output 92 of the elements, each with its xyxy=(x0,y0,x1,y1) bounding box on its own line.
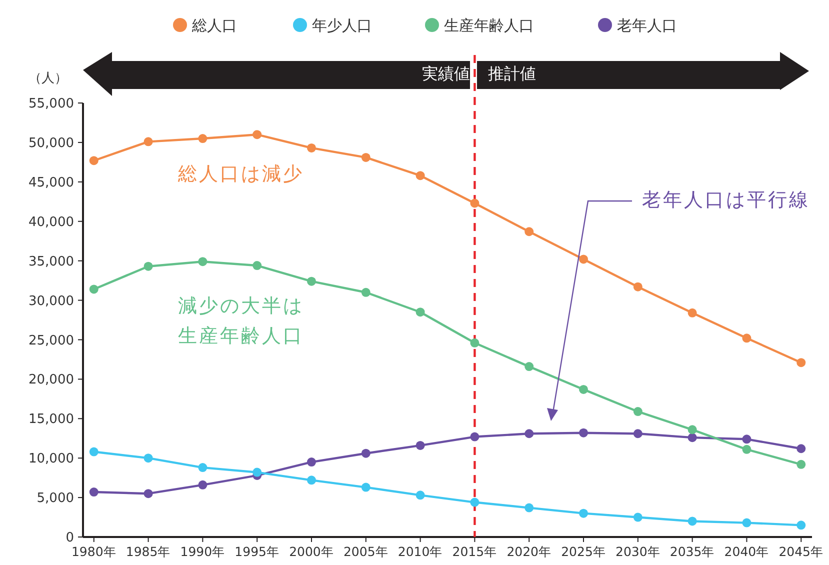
point xyxy=(416,440,425,450)
y-tick-label: 25,000 xyxy=(28,333,74,348)
point xyxy=(579,508,588,518)
point xyxy=(144,454,153,463)
point xyxy=(416,490,425,500)
point xyxy=(633,429,642,438)
annotation: 老年人口は平行線 xyxy=(642,189,810,211)
x-tick-label: 2035年 xyxy=(670,544,715,559)
point xyxy=(633,407,642,416)
point xyxy=(198,134,208,144)
y-tick-label: 50,000 xyxy=(28,136,74,152)
x-tick-label: 1990年 xyxy=(180,544,226,559)
point xyxy=(89,284,98,294)
x-tick-label: 2015年 xyxy=(452,544,498,559)
y-tick-label: 30,000 xyxy=(28,294,74,309)
point xyxy=(470,338,480,348)
y-axis-title: （人） xyxy=(28,71,68,86)
annotation: 減少の大半は xyxy=(178,295,304,317)
legend-label: 年少人口 xyxy=(312,16,372,34)
point xyxy=(144,137,153,146)
point xyxy=(688,425,697,434)
legend-label: 老年人口 xyxy=(617,16,677,34)
x-tick-label: 2045年 xyxy=(778,544,824,559)
x-tick-label: 1980年 xyxy=(71,544,116,559)
point xyxy=(579,428,588,438)
point xyxy=(688,516,697,526)
y-tick-label: 5,000 xyxy=(36,491,74,506)
point xyxy=(252,261,262,270)
point xyxy=(796,460,806,469)
point xyxy=(796,444,806,454)
y-tick-label: 15,000 xyxy=(28,412,74,428)
point xyxy=(144,262,153,271)
point xyxy=(144,489,153,498)
annotation: 総人口は減少 xyxy=(177,163,304,185)
point xyxy=(579,384,588,394)
x-tick-label: 1995年 xyxy=(234,544,280,559)
point xyxy=(416,171,425,180)
x-tick-label: 2010年 xyxy=(398,544,443,559)
annotation: 生産年齢人口 xyxy=(178,325,304,347)
point xyxy=(198,480,208,490)
point xyxy=(306,476,316,485)
point xyxy=(633,512,642,522)
point xyxy=(89,488,98,497)
y-tick-label: 35,000 xyxy=(28,254,74,270)
y-tick-label: 20,000 xyxy=(28,372,74,388)
point xyxy=(306,143,316,152)
point xyxy=(524,362,534,372)
text: 実績値 xyxy=(422,64,470,83)
point xyxy=(742,518,752,528)
point xyxy=(361,448,370,458)
point xyxy=(796,520,806,530)
x-tick-label: 2000年 xyxy=(289,544,334,559)
point xyxy=(198,257,208,266)
point xyxy=(579,254,588,264)
y-tick-label: 10,000 xyxy=(28,452,74,467)
x-tick-label: 2005年 xyxy=(343,544,388,559)
point xyxy=(796,358,806,368)
point xyxy=(524,503,534,512)
point xyxy=(198,463,208,472)
point xyxy=(742,434,752,444)
point xyxy=(89,156,98,166)
point xyxy=(688,433,697,442)
point xyxy=(252,468,262,477)
point xyxy=(361,482,370,492)
x-tick-label: 1985年 xyxy=(126,544,171,559)
point xyxy=(470,432,480,442)
point xyxy=(416,308,425,317)
x-tick-label: 2040年 xyxy=(724,544,770,559)
legend-label: 生産年齢人口 xyxy=(444,16,534,34)
point xyxy=(306,458,316,467)
x-tick-label: 2025年 xyxy=(561,544,606,559)
text: 推計値 xyxy=(488,64,536,83)
y-tick-label: 0 xyxy=(66,530,74,546)
x-tick-label: 2020年 xyxy=(506,544,552,559)
point xyxy=(361,288,370,297)
legend-label: 総人口 xyxy=(191,16,237,34)
y-tick-label: 55,000 xyxy=(28,96,74,112)
point xyxy=(524,429,534,438)
point xyxy=(742,444,752,454)
point xyxy=(633,282,642,292)
point xyxy=(742,334,752,343)
point xyxy=(470,198,480,208)
point xyxy=(524,227,534,236)
y-tick-label: 45,000 xyxy=(28,175,74,190)
y-tick-label: 40,000 xyxy=(28,214,74,230)
point xyxy=(361,152,370,162)
point xyxy=(89,447,98,456)
point xyxy=(252,130,262,140)
point xyxy=(306,276,316,286)
point xyxy=(688,308,697,318)
point xyxy=(470,498,480,507)
x-tick-label: 2030年 xyxy=(616,544,660,559)
